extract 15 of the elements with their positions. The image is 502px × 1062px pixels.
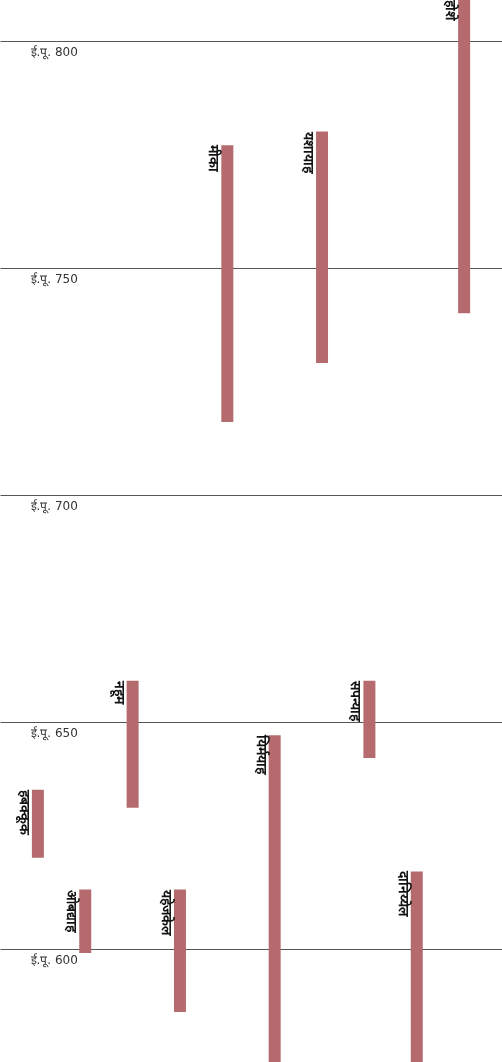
x-tick-label: दानिय्येल bbox=[395, 870, 412, 918]
x-tick-label: नहूम bbox=[108, 679, 128, 705]
x-tick-label: ओबद्याह bbox=[64, 889, 81, 933]
x-tick-label: मीका bbox=[206, 144, 223, 174]
x-tick-label: होशे bbox=[443, 0, 460, 21]
y-tick-label: ई.पू. 750 bbox=[30, 272, 78, 288]
x-tick-label: सपन्याह bbox=[348, 679, 365, 722]
x-tick-label: यिर्मयाह bbox=[253, 734, 270, 776]
x-tick-label: हबक्कूक bbox=[14, 788, 33, 836]
y-tick-label: ई.पू. 600 bbox=[30, 953, 78, 969]
y-tick-label: ई.पू. 650 bbox=[30, 726, 78, 742]
y-tick-label: ई.पू. 800 bbox=[30, 45, 78, 61]
x-tick-label: यहेजकेल bbox=[158, 888, 175, 936]
y-tick-label: ई.पू. 700 bbox=[30, 499, 78, 515]
x-tick-label: यशायाह bbox=[301, 130, 318, 174]
